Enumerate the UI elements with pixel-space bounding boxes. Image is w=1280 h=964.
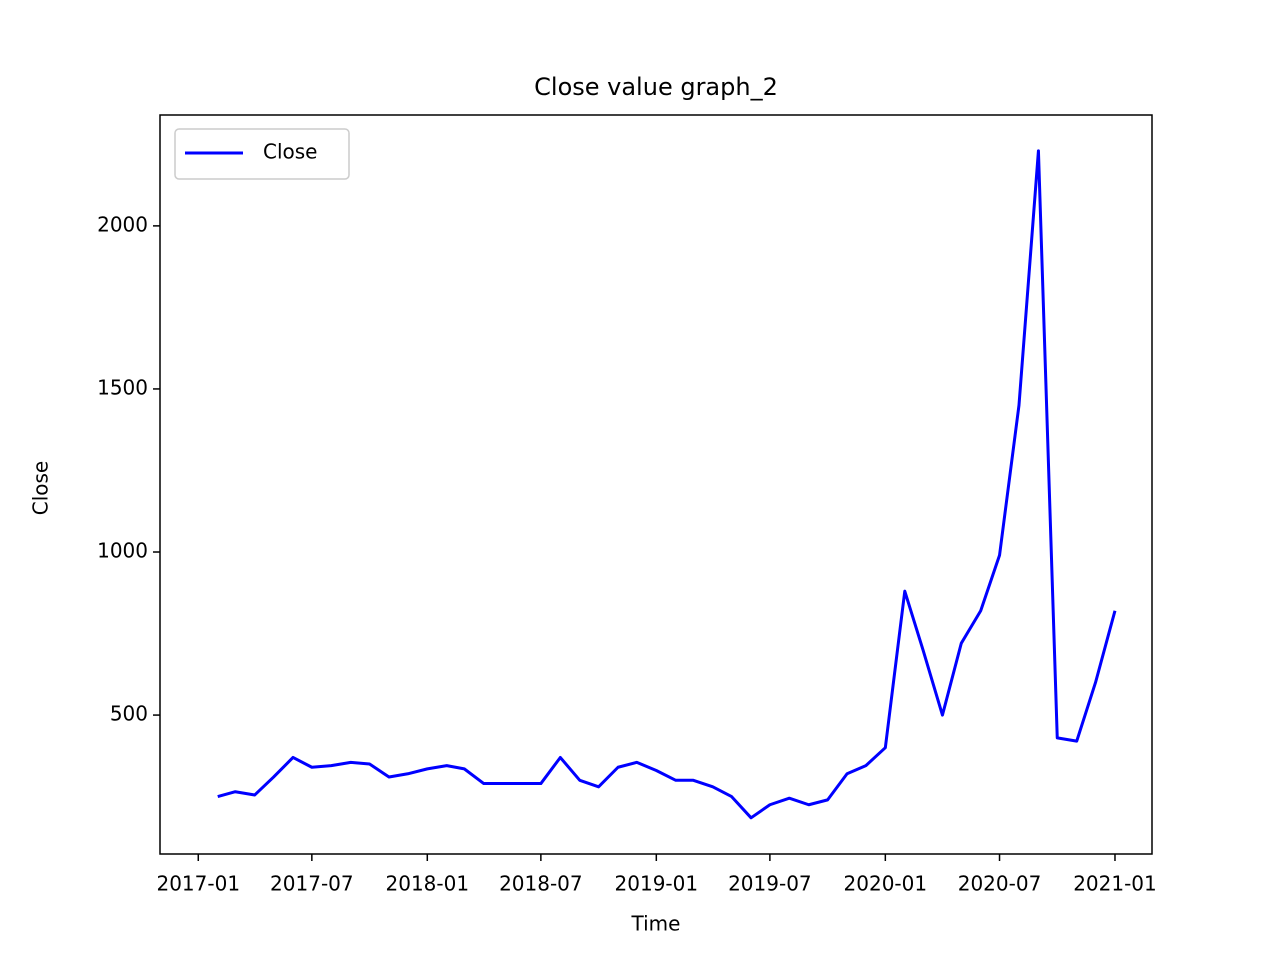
chart-title: Close value graph_2 (534, 73, 778, 101)
x-tick-label: 2020-07 (958, 872, 1042, 896)
plot-frame (159, 114, 1153, 855)
y-tick-label: 500 (110, 702, 148, 726)
y-tick-label: 1500 (97, 375, 148, 399)
y-tick-label: 2000 (97, 212, 148, 236)
x-tick-label: 2017-01 (156, 872, 240, 896)
x-tick-label: 2021-01 (1073, 872, 1157, 896)
x-tick-label: 2018-01 (386, 872, 470, 896)
y-tick-label: 1000 (97, 539, 148, 563)
x-tick-label: 2017-07 (270, 872, 354, 896)
legend-box (174, 128, 350, 180)
x-tick-label: 2019-07 (728, 872, 812, 896)
x-axis-label: Time (631, 912, 681, 936)
x-tick-label: 2019-01 (615, 872, 699, 896)
x-tick-label: 2018-07 (499, 872, 583, 896)
x-tick-label: 2020-01 (844, 872, 928, 896)
line-series (217, 149, 1117, 820)
y-axis-label: Close (29, 461, 53, 515)
legend-label: Close (263, 140, 317, 164)
